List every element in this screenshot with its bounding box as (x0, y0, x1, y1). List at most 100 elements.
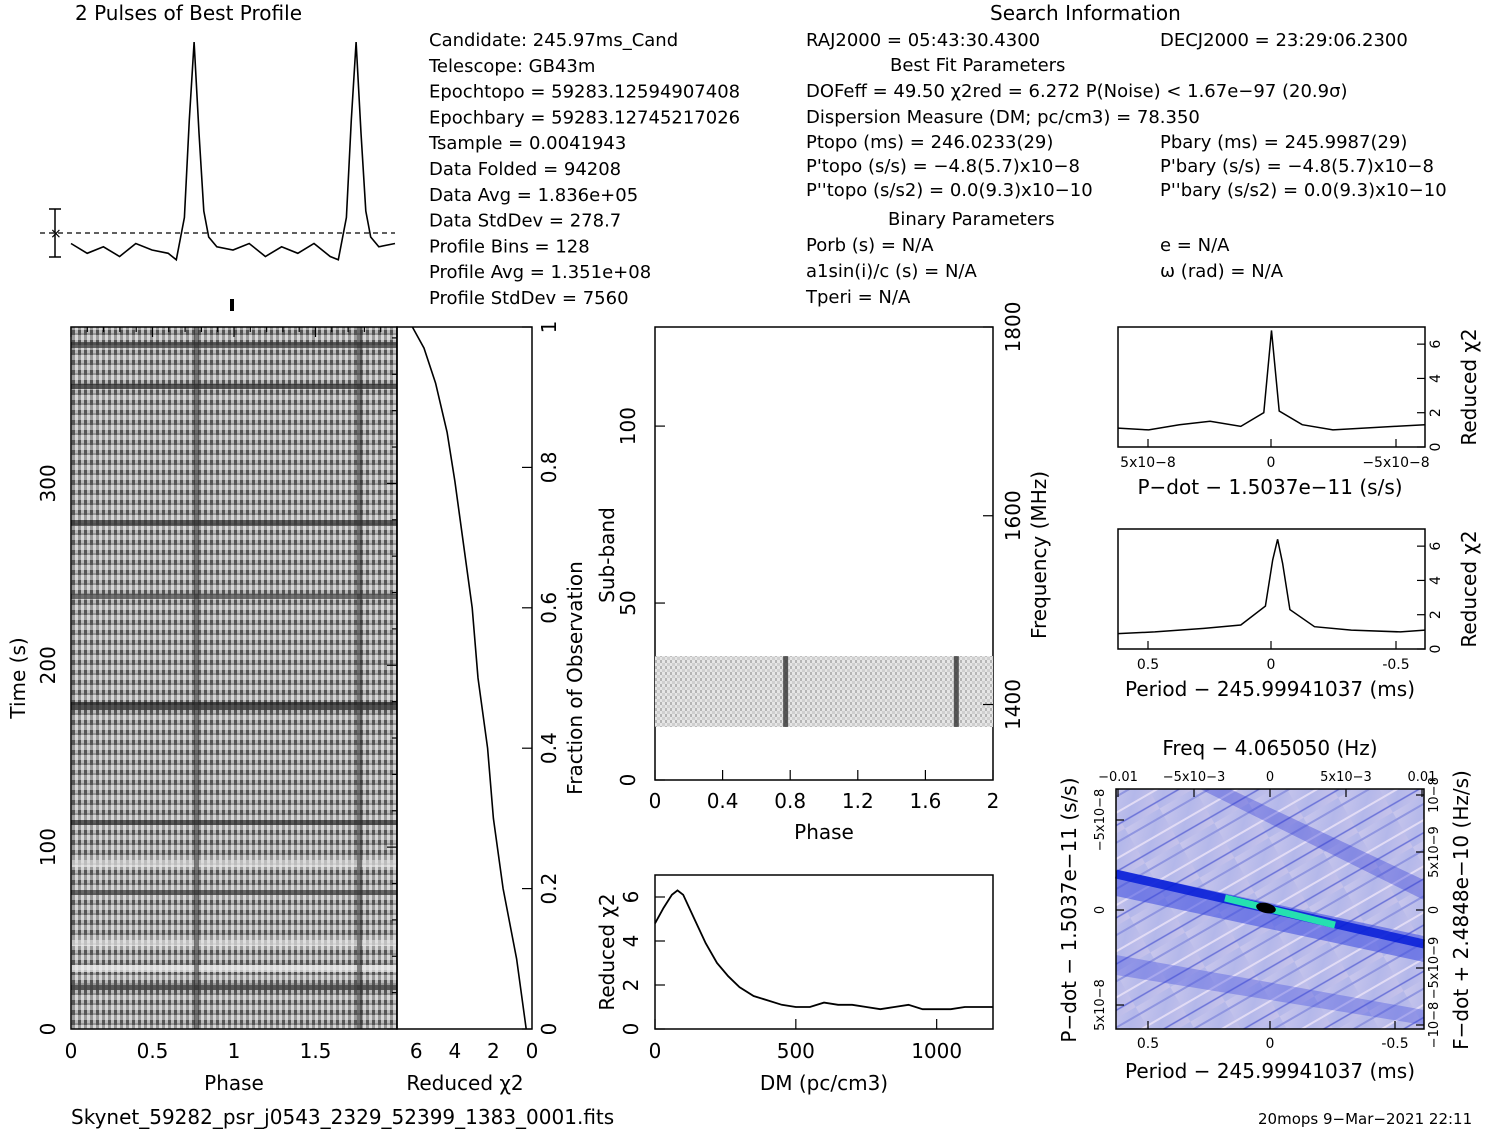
dof-line: DOFeff = 49.50 χ2red = 6.272 P(Noise) < … (806, 81, 1348, 102)
period-xtick-label: 0 (1267, 657, 1276, 673)
plane-band-3 (1200, 789, 1424, 900)
chi-time-ytick-label: 0.2 (537, 873, 561, 905)
period-xtick-label: -0.5 (1382, 657, 1409, 673)
plane-x2tick-label: 0 (1266, 770, 1274, 785)
time-phase-ytick-label: 300 (36, 464, 60, 502)
time-phase-ytick-label: 200 (36, 646, 60, 684)
plane-band-2 (1116, 955, 1424, 1025)
pulse-track-1 (194, 327, 199, 1029)
plane-y2tick-label: 10−8 (1427, 777, 1442, 813)
plane-x2tick-label: 0.01 (1408, 770, 1437, 785)
time-phase-row (71, 965, 397, 972)
pdtopo-text: P'topo (s/s) = −4.8(5.7)x10−8 (806, 156, 1080, 177)
time-phase-ytick-label: 0 (36, 1023, 60, 1036)
frequency-ytick-label: 1400 (1001, 679, 1025, 730)
footer-filename: Skynet_59282_psr_j0543_2329_52399_1383_0… (71, 1105, 614, 1129)
time-phase-xtick-label: 0 (65, 1039, 78, 1063)
plane-peak-ridge (1224, 894, 1336, 929)
pdot-xtick-label: 5x10−8 (1120, 455, 1176, 471)
pulse-track-2 (357, 327, 362, 1029)
candidate-info-block: Candidate: 245.97ms_Cand Telescope: GB43m… (428, 30, 740, 309)
p-pdot-plane-title: Freq − 4.065050 (Hz) (1162, 736, 1377, 760)
candidate-info-line: Epochtopo = 59283.12594907408 (429, 82, 740, 103)
time-phase-row (71, 384, 397, 389)
subband-ytick-label: 50 (616, 590, 640, 615)
dm-ytick-label: 2 (619, 979, 643, 992)
candidate-info-line: Profile StdDev = 7560 (429, 288, 629, 309)
period-ytick-label: 6 (1428, 542, 1444, 551)
time-phase-xlabel: Phase (204, 1071, 264, 1095)
time-phase-row (71, 702, 397, 710)
pdot-ytick-label: 2 (1428, 408, 1444, 417)
time-phase-greyscale (71, 327, 397, 1029)
pddtopo-text: P''topo (s/s2) = 0.0(9.3)x10−10 (806, 180, 1093, 201)
dm-xtick-label: 0 (649, 1039, 662, 1063)
frequency-ylabel: Frequency (MHz) (1027, 471, 1051, 639)
subband-xtick-label: 0.4 (707, 789, 739, 813)
pbary-text: Pbary (ms) = 245.9987(29) (1160, 132, 1407, 153)
chi-time-ytick-label: 1 (537, 321, 561, 334)
chi-time-ytick-label: 0 (537, 1023, 561, 1036)
pdot-panel: 0 2 4 6 Reduced χ2 5x10−8 0 −5x10−8 P−dot − 1.50… (1117, 326, 1481, 499)
time-phase-xtick-label: 1.5 (300, 1039, 332, 1063)
dm-ytick-label: 0 (619, 1023, 643, 1036)
chi-time-ytick-label: 0.4 (537, 732, 561, 764)
candidate-info-line: Epochbary = 59283.12745217026 (429, 107, 740, 128)
time-phase-row (71, 820, 397, 825)
p-pdot-plane-panel: Freq − 4.065050 (Hz) −0.01 −5x10−3 0 5x10−3 0… (1057, 736, 1473, 1083)
dec-text: DECJ2000 = 23:29:06.2300 (1160, 30, 1408, 51)
subband-xtick-label: 0.8 (774, 789, 806, 813)
dm-line: Dispersion Measure (DM; pc/cm3) = 78.350 (806, 107, 1200, 128)
dm-xtick-label: 500 (777, 1039, 815, 1063)
plane-peak (1256, 902, 1276, 914)
subband-ytick-label: 0 (616, 774, 640, 787)
pdot-ytick-label: 6 (1428, 340, 1444, 349)
phase-marker (230, 299, 234, 311)
subband-ytick-label: 100 (616, 407, 640, 445)
subband-panel: 0 0.4 0.8 1.2 1.6 2 Phase 0 50 100 Sub-band 1400 160… (595, 302, 1051, 844)
pdbary-text: P'bary (s/s) = −4.8(5.7)x10−8 (1160, 156, 1434, 177)
profile-average-marker: × (50, 226, 62, 242)
best-fit-title: Best Fit Parameters (890, 55, 1065, 76)
time-phase-row (71, 594, 397, 599)
candidate-info-line: Data Avg = 1.836e+05 (429, 185, 638, 206)
time-phase-xtick-label: 1 (228, 1039, 241, 1063)
tperi-text: Tperi = N/A (805, 287, 911, 308)
chi-vs-time-frame (396, 326, 533, 1030)
chi-time-xtick-label: 2 (487, 1039, 500, 1063)
pdot-frame (1117, 326, 1426, 448)
a1sini-text: a1sin(i)/c (s) = N/A (806, 261, 977, 282)
frequency-ytick-label: 1800 (1001, 302, 1025, 353)
subband-xtick-label: 0 (649, 789, 662, 813)
period-ytick-label: 2 (1428, 610, 1444, 619)
period-xtick-label: 0.5 (1137, 657, 1159, 673)
time-phase-row (71, 940, 397, 946)
plane-y2tick-label: −10−8 (1427, 1002, 1442, 1049)
dm-ytick-label: 6 (619, 891, 643, 904)
dm-frame (654, 874, 994, 1030)
period-curve (1117, 539, 1426, 635)
plane-xtick-label: -0.5 (1381, 1036, 1408, 1052)
period-xlabel: Period − 245.99941037 (ms) (1125, 677, 1415, 701)
plane-y2tick-label: −5x10−9 (1427, 937, 1442, 1000)
pdot-xtick-label: 0 (1267, 455, 1276, 471)
plane-x2tick-label: 5x10−3 (1320, 770, 1372, 785)
porb-text: Porb (s) = N/A (806, 235, 934, 256)
candidate-info-line: Data StdDev = 278.7 (429, 211, 621, 232)
pdot-ytick-label: 4 (1428, 374, 1444, 383)
plane-ytick-label: −5x10−8 (1093, 789, 1108, 852)
time-phase-ytick-label: 100 (36, 828, 60, 866)
profile-curve (70, 41, 396, 262)
omega-text: ω (rad) = N/A (1160, 261, 1284, 282)
profile-title: 2 Pulses of Best Profile (75, 1, 302, 25)
subband-xlabel: Phase (794, 820, 854, 844)
plane-ylabel: P−dot − 1.5037e−11 (s/s) (1057, 777, 1081, 1042)
dm-xlabel: DM (pc/cm3) (760, 1071, 888, 1095)
period-panel: 0 2 4 6 Reduced χ2 0.5 0 -0.5 Period − 245.99941… (1117, 528, 1481, 701)
candidate-info-line: Telescope: GB43m (428, 56, 595, 77)
footer-stamp: 20mops 9−Mar−2021 22:11 (1258, 1110, 1472, 1128)
candidate-info-line: Profile Bins = 128 (429, 236, 590, 257)
chi-time-xtick-label: 4 (448, 1039, 461, 1063)
fit-info-block: RAJ2000 = 05:43:30.4300 DECJ2000 = 23:29… (805, 30, 1447, 308)
